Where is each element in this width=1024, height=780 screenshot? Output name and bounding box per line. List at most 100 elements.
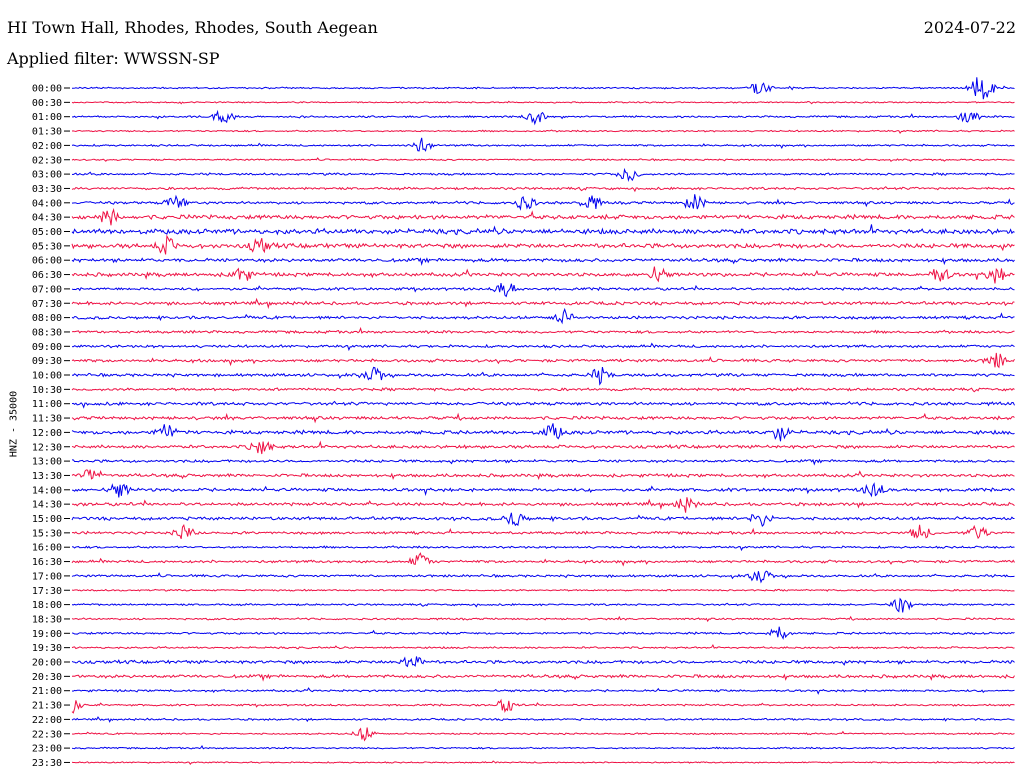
seismic-trace	[71, 570, 1015, 584]
row-time-label: 16:00	[32, 543, 62, 554]
row-time-label: 17:30	[32, 586, 62, 597]
row-time-label: 12:30	[32, 442, 62, 453]
seismic-trace	[71, 387, 1015, 393]
row-time-label: 03:30	[32, 184, 62, 195]
row-time-label: 18:30	[32, 614, 62, 625]
row-time-label: 02:00	[32, 141, 62, 152]
seismic-trace	[71, 412, 1015, 424]
seismic-trace	[72, 458, 1015, 466]
filter-label: Applied filter: WWSSN-SP	[7, 49, 220, 68]
seismic-trace	[71, 469, 1015, 481]
row-time-label: 09:00	[32, 342, 62, 353]
seismic-trace	[71, 512, 1015, 527]
row-time-label: 13:30	[32, 471, 62, 482]
seismic-trace	[71, 673, 1015, 682]
seismic-trace	[71, 194, 1015, 211]
seismic-trace	[71, 157, 1015, 163]
seismic-trace	[71, 207, 1015, 226]
row-time-label: 12:00	[32, 428, 62, 439]
row-time-label: 14:30	[32, 500, 62, 511]
row-time-label: 04:30	[32, 213, 62, 224]
seismic-trace	[71, 597, 1015, 613]
row-time-label: 10:30	[32, 385, 62, 396]
seismic-trace	[71, 552, 1015, 567]
row-time-label: 01:30	[32, 127, 62, 138]
seismic-trace	[71, 588, 1015, 592]
seismic-trace	[71, 400, 1015, 409]
row-time-label: 05:00	[32, 227, 62, 238]
seismic-trace	[71, 224, 1015, 236]
row-time-label: 21:00	[32, 686, 62, 697]
row-time-label: 15:30	[32, 528, 62, 539]
seismic-trace	[71, 760, 1015, 765]
seismic-trace	[71, 687, 1015, 695]
row-time-label: 03:00	[32, 170, 62, 181]
seismic-trace	[71, 297, 1015, 310]
row-time-label: 21:30	[32, 701, 62, 712]
seismic-trace	[71, 167, 1015, 182]
row-time-label: 01:00	[32, 112, 62, 123]
seismic-trace	[71, 615, 1015, 623]
seismic-trace	[71, 109, 1015, 126]
seismic-trace	[71, 366, 1015, 386]
row-time-label: 18:00	[32, 600, 62, 611]
station-title: HI Town Hall, Rhodes, Rhodes, South Aege…	[7, 18, 378, 37]
row-time-label: 06:00	[32, 256, 62, 267]
row-time-label: 05:30	[32, 241, 62, 252]
row-time-label: 08:30	[32, 327, 62, 338]
row-time-label: 23:00	[32, 744, 62, 755]
row-time-label: 22:30	[32, 729, 62, 740]
row-time-label: 20:00	[32, 658, 62, 669]
seismic-trace	[71, 727, 1015, 742]
row-time-label: 17:00	[32, 571, 62, 582]
row-time-label: 00:00	[32, 84, 62, 95]
seismic-trace	[71, 497, 1015, 513]
row-time-label: 07:00	[32, 284, 62, 295]
row-time-label: 11:00	[32, 399, 62, 410]
row-time-label: 19:30	[32, 643, 62, 654]
row-time-label: 11:30	[32, 414, 62, 425]
date-label: 2024-07-22	[923, 18, 1016, 37]
seismic-trace	[71, 643, 1015, 650]
row-time-label: 07:30	[32, 299, 62, 310]
seismic-trace	[71, 698, 1015, 714]
seismic-trace	[71, 137, 1015, 152]
row-time-label: 14:00	[32, 485, 62, 496]
row-time-label: 04:00	[32, 198, 62, 209]
seismic-trace	[71, 283, 1015, 298]
seismic-trace	[71, 186, 1015, 193]
seismic-trace	[71, 716, 1015, 723]
row-time-label: 06:30	[32, 270, 62, 281]
row-time-label: 02:30	[32, 155, 62, 166]
seismic-trace	[71, 326, 1015, 335]
seismic-trace	[71, 129, 1015, 135]
row-time-label: 08:00	[32, 313, 62, 324]
row-time-label: 20:30	[32, 672, 62, 683]
seismic-trace	[71, 352, 1015, 369]
row-time-label: 09:30	[32, 356, 62, 367]
row-time-label: 15:00	[32, 514, 62, 525]
seismic-trace	[71, 342, 1015, 352]
seismic-trace	[71, 234, 1015, 255]
row-time-label: 13:00	[32, 457, 62, 468]
seismic-trace	[71, 744, 1015, 750]
row-time-label: 00:30	[32, 98, 62, 109]
seismic-trace	[71, 440, 1015, 455]
seismic-trace	[71, 656, 1015, 668]
seismic-trace	[71, 266, 1015, 284]
row-time-label: 23:30	[32, 758, 62, 769]
row-time-label: 16:30	[32, 557, 62, 568]
seismic-trace	[71, 523, 1015, 540]
seismic-trace	[71, 307, 1015, 325]
row-time-label: 10:00	[32, 371, 62, 382]
seismic-trace	[71, 545, 1015, 552]
seismic-trace	[71, 626, 1015, 640]
seismic-trace	[71, 100, 1015, 105]
seismic-trace	[71, 482, 1015, 498]
row-time-label: 22:00	[32, 715, 62, 726]
seismic-trace	[71, 77, 1015, 100]
seismic-trace	[71, 423, 1015, 442]
seismic-trace	[71, 257, 1015, 267]
row-time-label: 19:00	[32, 629, 62, 640]
